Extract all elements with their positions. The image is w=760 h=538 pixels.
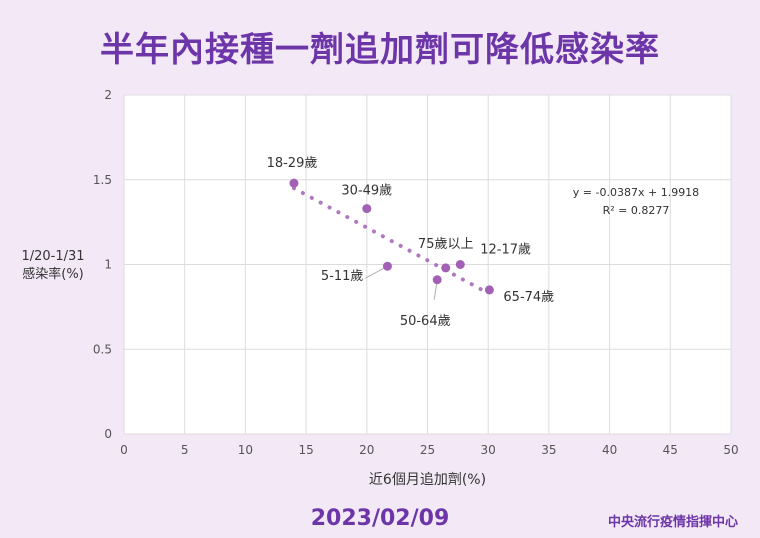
- y-tick-label: 0.5: [93, 342, 112, 356]
- trendline: [291, 186, 492, 296]
- y-axis-label-line-1: 1/20-1/31: [21, 249, 85, 264]
- y-axis-label: 1/20-1/31 感染率(%): [8, 248, 98, 284]
- data-point: [432, 275, 442, 285]
- y-tick-label: 2: [104, 88, 112, 102]
- y-tick-label: 1.5: [93, 173, 112, 187]
- data-point: [289, 178, 299, 188]
- x-tick-label: 5: [181, 443, 189, 457]
- data-label: 65-74歲: [503, 290, 554, 305]
- x-tick-label: 35: [541, 443, 556, 457]
- x-tick-label: 20: [359, 443, 374, 457]
- data-label: 30-49歲: [341, 184, 392, 199]
- data-point: [362, 204, 372, 214]
- data-point: [441, 263, 451, 273]
- x-tick-label: 15: [298, 443, 313, 457]
- data-point: [484, 285, 494, 295]
- footer-org: 中央流行疫情指揮中心: [607, 515, 738, 530]
- x-tick-label: 0: [120, 443, 128, 457]
- data-label: 75歲以上: [418, 237, 474, 252]
- x-axis-label: 近6個月追加劑(%): [369, 471, 486, 488]
- x-tick-label: 10: [238, 443, 253, 457]
- y-axis-label-line-2: 感染率(%): [22, 267, 84, 282]
- trendline-r2: R² = 0.8277: [603, 204, 670, 217]
- x-tick-label: 30: [481, 443, 496, 457]
- footer-date: 2023/02/09: [310, 506, 450, 531]
- y-tick-label: 0: [104, 427, 112, 441]
- data-label: 5-11歲: [321, 269, 364, 284]
- x-tick-label: 45: [663, 443, 678, 457]
- data-point: [455, 260, 465, 269]
- data-label: 50-64歲: [400, 314, 451, 329]
- data-label: 12-17歲: [480, 243, 531, 258]
- y-tick-label: 1: [104, 258, 112, 272]
- x-tick-label: 25: [420, 443, 435, 457]
- data-label: 18-29歲: [267, 156, 318, 171]
- chart-title: 半年內接種一劑追加劑可降低感染率: [100, 30, 660, 70]
- x-tick-label: 40: [602, 443, 617, 457]
- x-tick-label: 50: [723, 443, 738, 457]
- data-point: [382, 261, 392, 271]
- trendline-equation: y = -0.0387x + 1.9918: [573, 186, 699, 199]
